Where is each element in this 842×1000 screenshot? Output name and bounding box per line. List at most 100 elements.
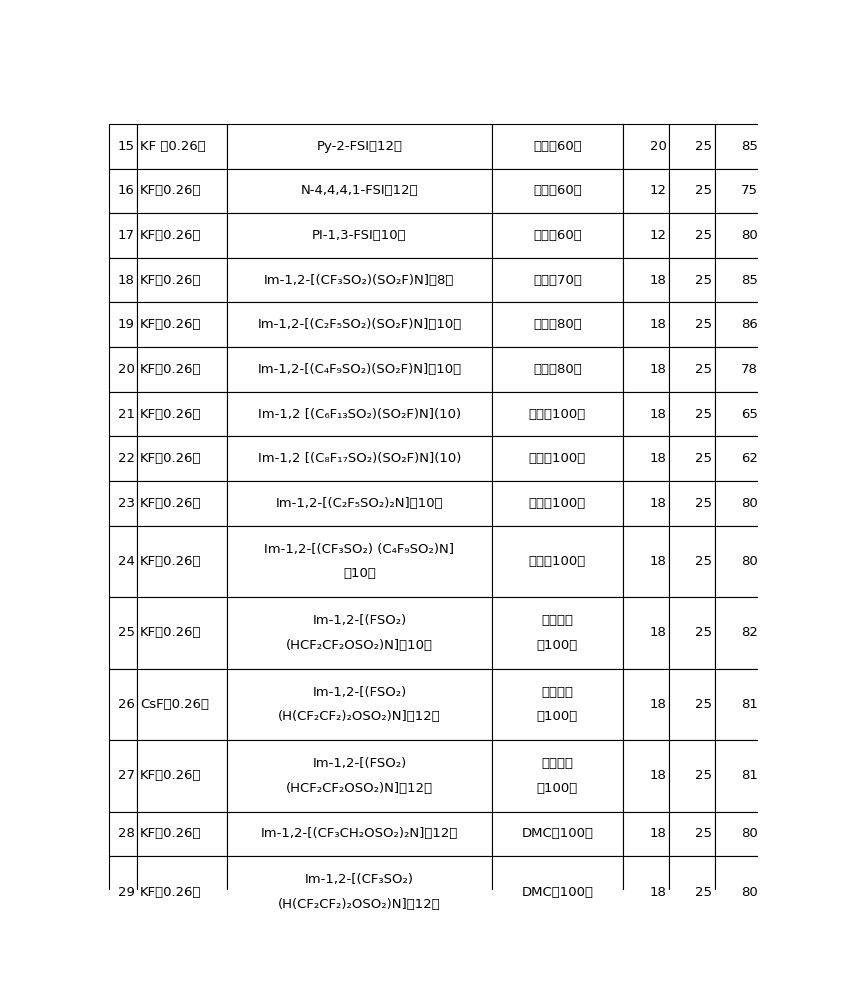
Text: 25: 25 bbox=[695, 626, 712, 639]
Text: 18: 18 bbox=[649, 626, 667, 639]
Bar bbox=[492, 526, 623, 597]
Text: KF（0.26）: KF（0.26） bbox=[140, 497, 201, 510]
Text: 23: 23 bbox=[118, 497, 135, 510]
Bar bbox=[669, 436, 715, 481]
Text: 21: 21 bbox=[118, 408, 135, 421]
Text: DMC（100）: DMC（100） bbox=[521, 827, 594, 840]
Bar bbox=[715, 481, 760, 526]
Text: 18: 18 bbox=[649, 886, 667, 899]
Text: (HCF₂CF₂OSO₂)N]（12）: (HCF₂CF₂OSO₂)N]（12） bbox=[285, 782, 433, 795]
Text: 26: 26 bbox=[118, 698, 135, 711]
Bar bbox=[669, 392, 715, 436]
Text: Im-1,2-[(CF₃SO₂): Im-1,2-[(CF₃SO₂) bbox=[305, 873, 414, 886]
Bar bbox=[227, 169, 492, 213]
Bar bbox=[623, 481, 669, 526]
Bar bbox=[669, 812, 715, 856]
Bar bbox=[669, 740, 715, 812]
Text: 29: 29 bbox=[118, 886, 135, 899]
Text: 28: 28 bbox=[118, 827, 135, 840]
Bar bbox=[669, 481, 715, 526]
Text: 18: 18 bbox=[649, 497, 667, 510]
Bar bbox=[137, 856, 227, 928]
Bar bbox=[669, 258, 715, 302]
Bar bbox=[109, 812, 137, 856]
Bar bbox=[227, 213, 492, 258]
Text: Py-2-FSI（12）: Py-2-FSI（12） bbox=[317, 140, 402, 153]
Bar bbox=[669, 669, 715, 740]
Text: CsF（0.26）: CsF（0.26） bbox=[140, 698, 209, 711]
Bar bbox=[227, 812, 492, 856]
Bar bbox=[227, 526, 492, 597]
Text: 80: 80 bbox=[741, 886, 758, 899]
Text: （100）: （100） bbox=[537, 710, 578, 723]
Text: 85: 85 bbox=[741, 140, 758, 153]
Bar bbox=[623, 856, 669, 928]
Bar bbox=[669, 169, 715, 213]
Bar bbox=[669, 124, 715, 169]
Text: Im-1,2-[(FSO₂): Im-1,2-[(FSO₂) bbox=[312, 757, 407, 770]
Text: 硕基乙烷: 硕基乙烷 bbox=[541, 757, 573, 770]
Text: KF（0.26）: KF（0.26） bbox=[140, 626, 201, 639]
Bar bbox=[715, 856, 760, 928]
Bar bbox=[492, 392, 623, 436]
Bar bbox=[623, 669, 669, 740]
Bar bbox=[227, 481, 492, 526]
Bar bbox=[715, 347, 760, 392]
Text: (H(CF₂CF₂)₂OSO₂)N]（12）: (H(CF₂CF₂)₂OSO₂)N]（12） bbox=[278, 710, 441, 723]
Bar bbox=[109, 436, 137, 481]
Text: （100）: （100） bbox=[537, 639, 578, 652]
Bar bbox=[109, 124, 137, 169]
Text: Im-1,2-[(C₄F₉SO₂)(SO₂F)N]（10）: Im-1,2-[(C₄F₉SO₂)(SO₂F)N]（10） bbox=[258, 363, 461, 376]
Text: 25: 25 bbox=[695, 229, 712, 242]
Text: KF （0.26）: KF （0.26） bbox=[140, 140, 205, 153]
Text: 硕基乙烷: 硕基乙烷 bbox=[541, 614, 573, 627]
Bar bbox=[109, 302, 137, 347]
Bar bbox=[623, 213, 669, 258]
Text: 25: 25 bbox=[695, 452, 712, 465]
Text: KF（0.26）: KF（0.26） bbox=[140, 363, 201, 376]
Text: 25: 25 bbox=[695, 555, 712, 568]
Bar bbox=[715, 597, 760, 669]
Text: (HCF₂CF₂OSO₂)N]（10）: (HCF₂CF₂OSO₂)N]（10） bbox=[286, 639, 433, 652]
Text: 62: 62 bbox=[741, 452, 758, 465]
Bar bbox=[715, 392, 760, 436]
Text: Im-1,2-[(C₂F₅SO₂)₂N]（10）: Im-1,2-[(C₂F₅SO₂)₂N]（10） bbox=[275, 497, 443, 510]
Text: 18: 18 bbox=[649, 769, 667, 782]
Text: 75: 75 bbox=[741, 184, 758, 197]
Bar bbox=[109, 856, 137, 928]
Bar bbox=[623, 302, 669, 347]
Bar bbox=[492, 169, 623, 213]
Text: (H(CF₂CF₂)₂OSO₂)N]（12）: (H(CF₂CF₂)₂OSO₂)N]（12） bbox=[278, 898, 441, 911]
Text: 85: 85 bbox=[741, 274, 758, 287]
Bar bbox=[715, 213, 760, 258]
Bar bbox=[623, 124, 669, 169]
Bar bbox=[669, 347, 715, 392]
Bar bbox=[715, 526, 760, 597]
Bar bbox=[109, 740, 137, 812]
Bar bbox=[227, 436, 492, 481]
Bar bbox=[623, 812, 669, 856]
Bar bbox=[492, 302, 623, 347]
Text: 25: 25 bbox=[695, 318, 712, 331]
Text: 乙腼（80）: 乙腼（80） bbox=[533, 318, 582, 331]
Text: 25: 25 bbox=[118, 626, 135, 639]
Bar bbox=[137, 258, 227, 302]
Bar bbox=[137, 347, 227, 392]
Text: 20: 20 bbox=[649, 140, 667, 153]
Text: 25: 25 bbox=[695, 827, 712, 840]
Bar bbox=[109, 526, 137, 597]
Text: （10）: （10） bbox=[343, 567, 376, 580]
Bar bbox=[227, 258, 492, 302]
Text: Im-1,2 [(C₆F₁₃SO₂)(SO₂F)N](10): Im-1,2 [(C₆F₁₃SO₂)(SO₂F)N](10) bbox=[258, 408, 461, 421]
Text: 17: 17 bbox=[118, 229, 135, 242]
Bar bbox=[623, 258, 669, 302]
Text: 18: 18 bbox=[649, 827, 667, 840]
Text: 乙腼（70）: 乙腼（70） bbox=[533, 274, 582, 287]
Text: 25: 25 bbox=[695, 274, 712, 287]
Bar bbox=[669, 856, 715, 928]
Text: 18: 18 bbox=[649, 363, 667, 376]
Text: 86: 86 bbox=[741, 318, 758, 331]
Text: Im-1,2-[(C₂F₅SO₂)(SO₂F)N]（10）: Im-1,2-[(C₂F₅SO₂)(SO₂F)N]（10） bbox=[258, 318, 461, 331]
Text: 82: 82 bbox=[741, 626, 758, 639]
Text: 24: 24 bbox=[118, 555, 135, 568]
